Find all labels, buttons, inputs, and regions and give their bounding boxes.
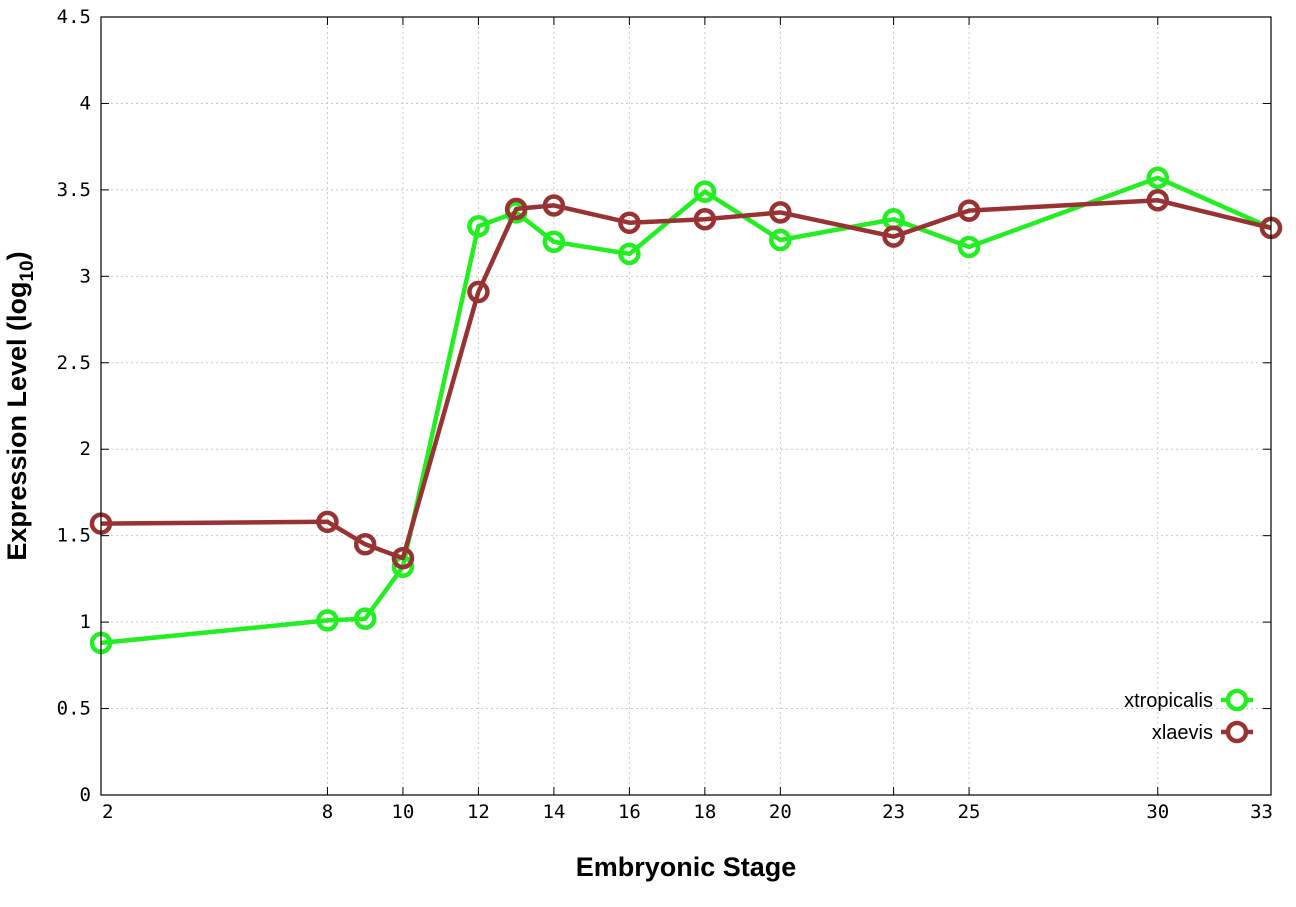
series-layer <box>89 166 1283 655</box>
tick-labels: 0 0.5 1 1.5 2 2.5 3 3.5 4 4.5 2 8 10 12 14 16 18 20 23 25 30… <box>57 6 1273 823</box>
y-tick-label: 2 <box>80 438 91 460</box>
x-tick-label: 14 <box>542 801 565 823</box>
x-tick-label: 33 <box>1250 801 1273 823</box>
series-line-xlaevis <box>100 198 1272 561</box>
data-point-xlaevis <box>693 208 717 231</box>
series-line-xtropicalis <box>100 175 1272 646</box>
x-tick-label: 12 <box>467 801 490 823</box>
legend-label-xlaevis: xlaevis <box>1152 722 1213 744</box>
y-tick-label: 3 <box>80 265 91 287</box>
y-tick-label: 4.5 <box>57 6 91 28</box>
data-point-xlaevis <box>542 194 566 217</box>
grid <box>101 17 1271 795</box>
data-point-xlaevis <box>618 211 641 234</box>
x-tick-label: 8 <box>322 801 333 823</box>
y-axis-title-close: ) <box>2 251 32 260</box>
y-tick-label: 0.5 <box>57 698 91 720</box>
data-point-xtropicalis <box>957 235 981 259</box>
ticks <box>100 16 1272 796</box>
legend: xtropicalis xlaevis <box>1124 688 1253 744</box>
data-point-xtropicalis <box>542 230 566 254</box>
y-axis-title: Expression Level (log10) <box>2 251 38 560</box>
data-point-xlaevis <box>504 197 528 221</box>
x-tick-label: 2 <box>102 801 113 823</box>
data-point-xlaevis <box>467 280 490 304</box>
data-point-xlaevis <box>353 533 377 556</box>
y-tick-label: 1.5 <box>57 525 91 547</box>
data-point-xlaevis <box>957 199 981 222</box>
y-tick-label: 4 <box>80 92 91 114</box>
y-axis-title-sub: 10 <box>17 260 38 281</box>
data-point-xtropicalis <box>1146 166 1170 190</box>
x-tick-label: 30 <box>1146 801 1169 823</box>
data-point-xtropicalis <box>769 228 792 252</box>
x-axis-title: Embryonic Stage <box>576 852 797 882</box>
legend-label-xtropicalis: xtropicalis <box>1124 690 1213 712</box>
data-point-xtropicalis <box>618 242 641 266</box>
data-point-xlaevis <box>316 510 339 534</box>
data-point-xlaevis <box>769 201 792 224</box>
y-tick-label: 3.5 <box>57 179 91 201</box>
data-point-xtropicalis <box>467 214 490 238</box>
data-point-xlaevis <box>1146 189 1170 212</box>
x-tick-label: 18 <box>693 801 716 823</box>
x-tick-label: 20 <box>769 801 792 823</box>
x-tick-label: 25 <box>958 801 981 823</box>
x-tick-label: 16 <box>618 801 641 823</box>
data-point-xtropicalis <box>353 607 377 630</box>
legend-swatch-marker-xtropicalis <box>1225 688 1249 712</box>
legend-swatch-marker-xlaevis <box>1225 720 1249 744</box>
y-tick-label: 0 <box>80 784 91 806</box>
data-point-xtropicalis <box>316 609 339 632</box>
x-tick-label: 23 <box>882 801 905 823</box>
y-axis-title-main: Expression Level (log <box>2 282 32 561</box>
y-tick-label: 2.5 <box>57 352 91 374</box>
x-tick-label: 10 <box>391 801 414 823</box>
plot-frame <box>100 16 1272 796</box>
data-point-xlaevis <box>882 225 905 248</box>
data-point-xtropicalis <box>693 180 717 203</box>
data-point-xlaevis <box>391 546 415 570</box>
y-tick-label: 1 <box>80 611 91 633</box>
